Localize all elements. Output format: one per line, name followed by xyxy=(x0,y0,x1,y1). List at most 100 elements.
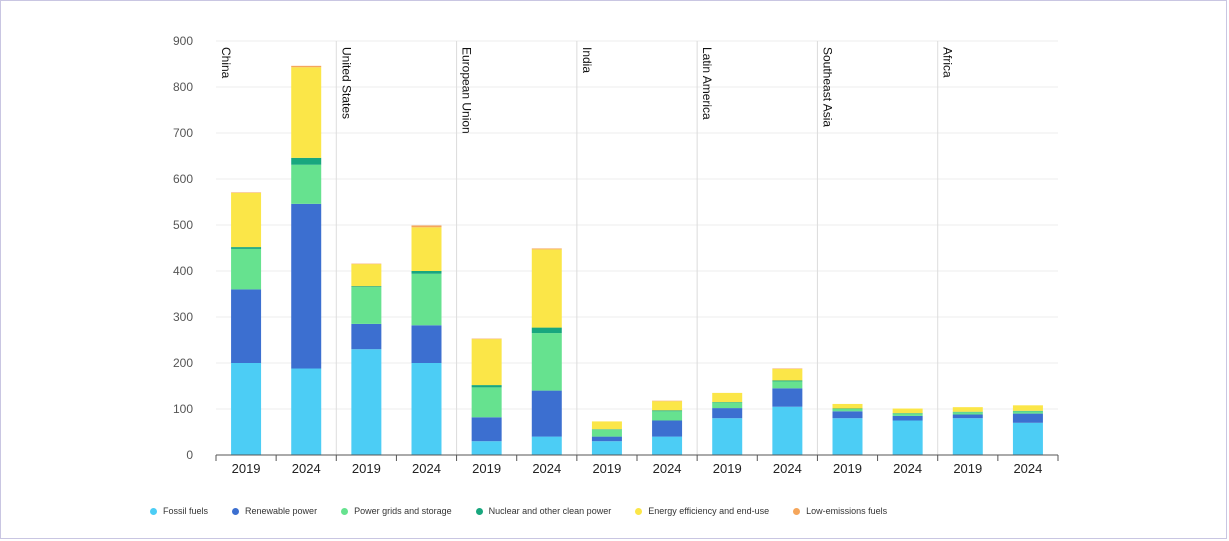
legend-item: Nuclear and other clean power xyxy=(475,503,611,519)
bar-segment xyxy=(832,408,863,410)
bar-segment xyxy=(772,380,803,382)
x-tick-label: 2024 xyxy=(412,461,441,476)
bar-segment xyxy=(231,248,262,290)
bar-segment xyxy=(652,401,683,411)
bar-segment xyxy=(712,392,743,403)
bar-segment xyxy=(351,323,382,350)
bar-segment xyxy=(772,388,803,407)
bar-segment xyxy=(291,65,322,68)
bar-segment xyxy=(231,192,262,248)
region-label: Africa xyxy=(941,47,955,78)
bar-segment xyxy=(1012,405,1043,411)
y-tick-label: 300 xyxy=(173,310,193,324)
bar-segment xyxy=(351,287,382,324)
bar-segment xyxy=(652,436,683,455)
bar-segment xyxy=(471,385,502,388)
x-tick-label: 2019 xyxy=(232,461,261,476)
legend-swatch xyxy=(150,507,157,515)
legend-item: Low-emissions fuels xyxy=(793,503,887,519)
bar-segment xyxy=(712,402,743,409)
bar-segment xyxy=(471,339,502,386)
legend-label: Low-emissions fuels xyxy=(806,506,888,516)
legend-label: Power grids and storage xyxy=(354,506,452,516)
bar-segment xyxy=(952,411,983,413)
region-label: United States xyxy=(339,47,353,119)
legend-item: Fossil fuels xyxy=(150,503,208,519)
bar-segment xyxy=(231,247,262,249)
bar-segment xyxy=(772,381,803,389)
bar-segment xyxy=(712,408,743,419)
bar-segment xyxy=(231,289,262,363)
y-tick-label: 500 xyxy=(173,218,193,232)
bar-segment xyxy=(772,368,803,381)
bar-segment xyxy=(652,420,683,437)
bar-segment xyxy=(531,248,562,250)
bar-segment xyxy=(531,436,562,455)
x-tick-label: 2019 xyxy=(833,461,862,476)
bar-segment xyxy=(291,157,322,165)
bar-segment xyxy=(411,363,442,455)
bar-segment xyxy=(591,441,622,455)
bar-segment xyxy=(591,421,622,430)
y-tick-label: 700 xyxy=(173,126,193,140)
bar-segment xyxy=(411,273,442,326)
x-tick-label: 2019 xyxy=(713,461,742,476)
bar-segment xyxy=(471,338,502,340)
x-tick-label: 2024 xyxy=(893,461,922,476)
bar-segment xyxy=(712,402,743,403)
x-tick-label: 2024 xyxy=(1013,461,1042,476)
legend-item: Energy efficiency and end-use xyxy=(635,503,769,519)
y-tick-label: 400 xyxy=(173,264,193,278)
bar-segment xyxy=(1012,422,1043,455)
bar-segment xyxy=(952,412,983,415)
bar-segment xyxy=(652,410,683,412)
bar-segment xyxy=(531,390,562,437)
x-tick-label: 2024 xyxy=(292,461,321,476)
bar-segment xyxy=(411,225,442,228)
legend-label: Fossil fuels xyxy=(163,506,209,516)
x-tick-label: 2019 xyxy=(953,461,982,476)
bar-segment xyxy=(291,67,322,158)
y-tick-label: 800 xyxy=(173,80,193,94)
bar-segment xyxy=(892,413,923,414)
bar-segment xyxy=(652,411,683,421)
bar-segment xyxy=(832,411,863,419)
bar-segment xyxy=(471,417,502,442)
legend-swatch xyxy=(232,507,240,515)
bar-segment xyxy=(712,418,743,455)
legend-label: Energy efficiency and end-use xyxy=(648,506,770,516)
x-tick-label: 2019 xyxy=(592,461,621,476)
bar-segment xyxy=(411,325,442,363)
chart-legend: Fossil fuels Renewable power Power grids a… xyxy=(150,503,1110,519)
bar-segment xyxy=(832,403,863,409)
y-tick-label: 100 xyxy=(173,402,193,416)
region-label: Southeast Asia xyxy=(820,47,834,127)
bar-segment xyxy=(231,192,262,193)
legend-swatch xyxy=(341,507,349,515)
x-tick-label: 2019 xyxy=(352,461,381,476)
bar-segment xyxy=(471,387,502,418)
bar-segment xyxy=(411,271,442,274)
bar-segment xyxy=(531,249,562,328)
bar-segment xyxy=(892,420,923,455)
bar-segment xyxy=(351,263,382,265)
bar-segment xyxy=(291,368,322,455)
legend-swatch xyxy=(793,507,801,515)
bar-segment xyxy=(531,327,562,334)
bar-segment xyxy=(772,368,803,370)
x-tick-label: 2024 xyxy=(532,461,561,476)
region-label: China xyxy=(219,47,233,79)
y-tick-label: 600 xyxy=(173,172,193,186)
bar-segment xyxy=(591,429,622,430)
legend-swatch xyxy=(635,507,643,515)
x-tick-label: 2024 xyxy=(773,461,802,476)
bar-segment xyxy=(471,441,502,455)
bar-segment xyxy=(351,286,382,288)
region-label: India xyxy=(580,47,594,73)
legend-item: Renewable power xyxy=(232,503,317,519)
bar-segment xyxy=(411,227,442,271)
region-label: Latin America xyxy=(700,47,714,120)
x-tick-label: 2024 xyxy=(653,461,682,476)
bar-segment xyxy=(832,418,863,455)
